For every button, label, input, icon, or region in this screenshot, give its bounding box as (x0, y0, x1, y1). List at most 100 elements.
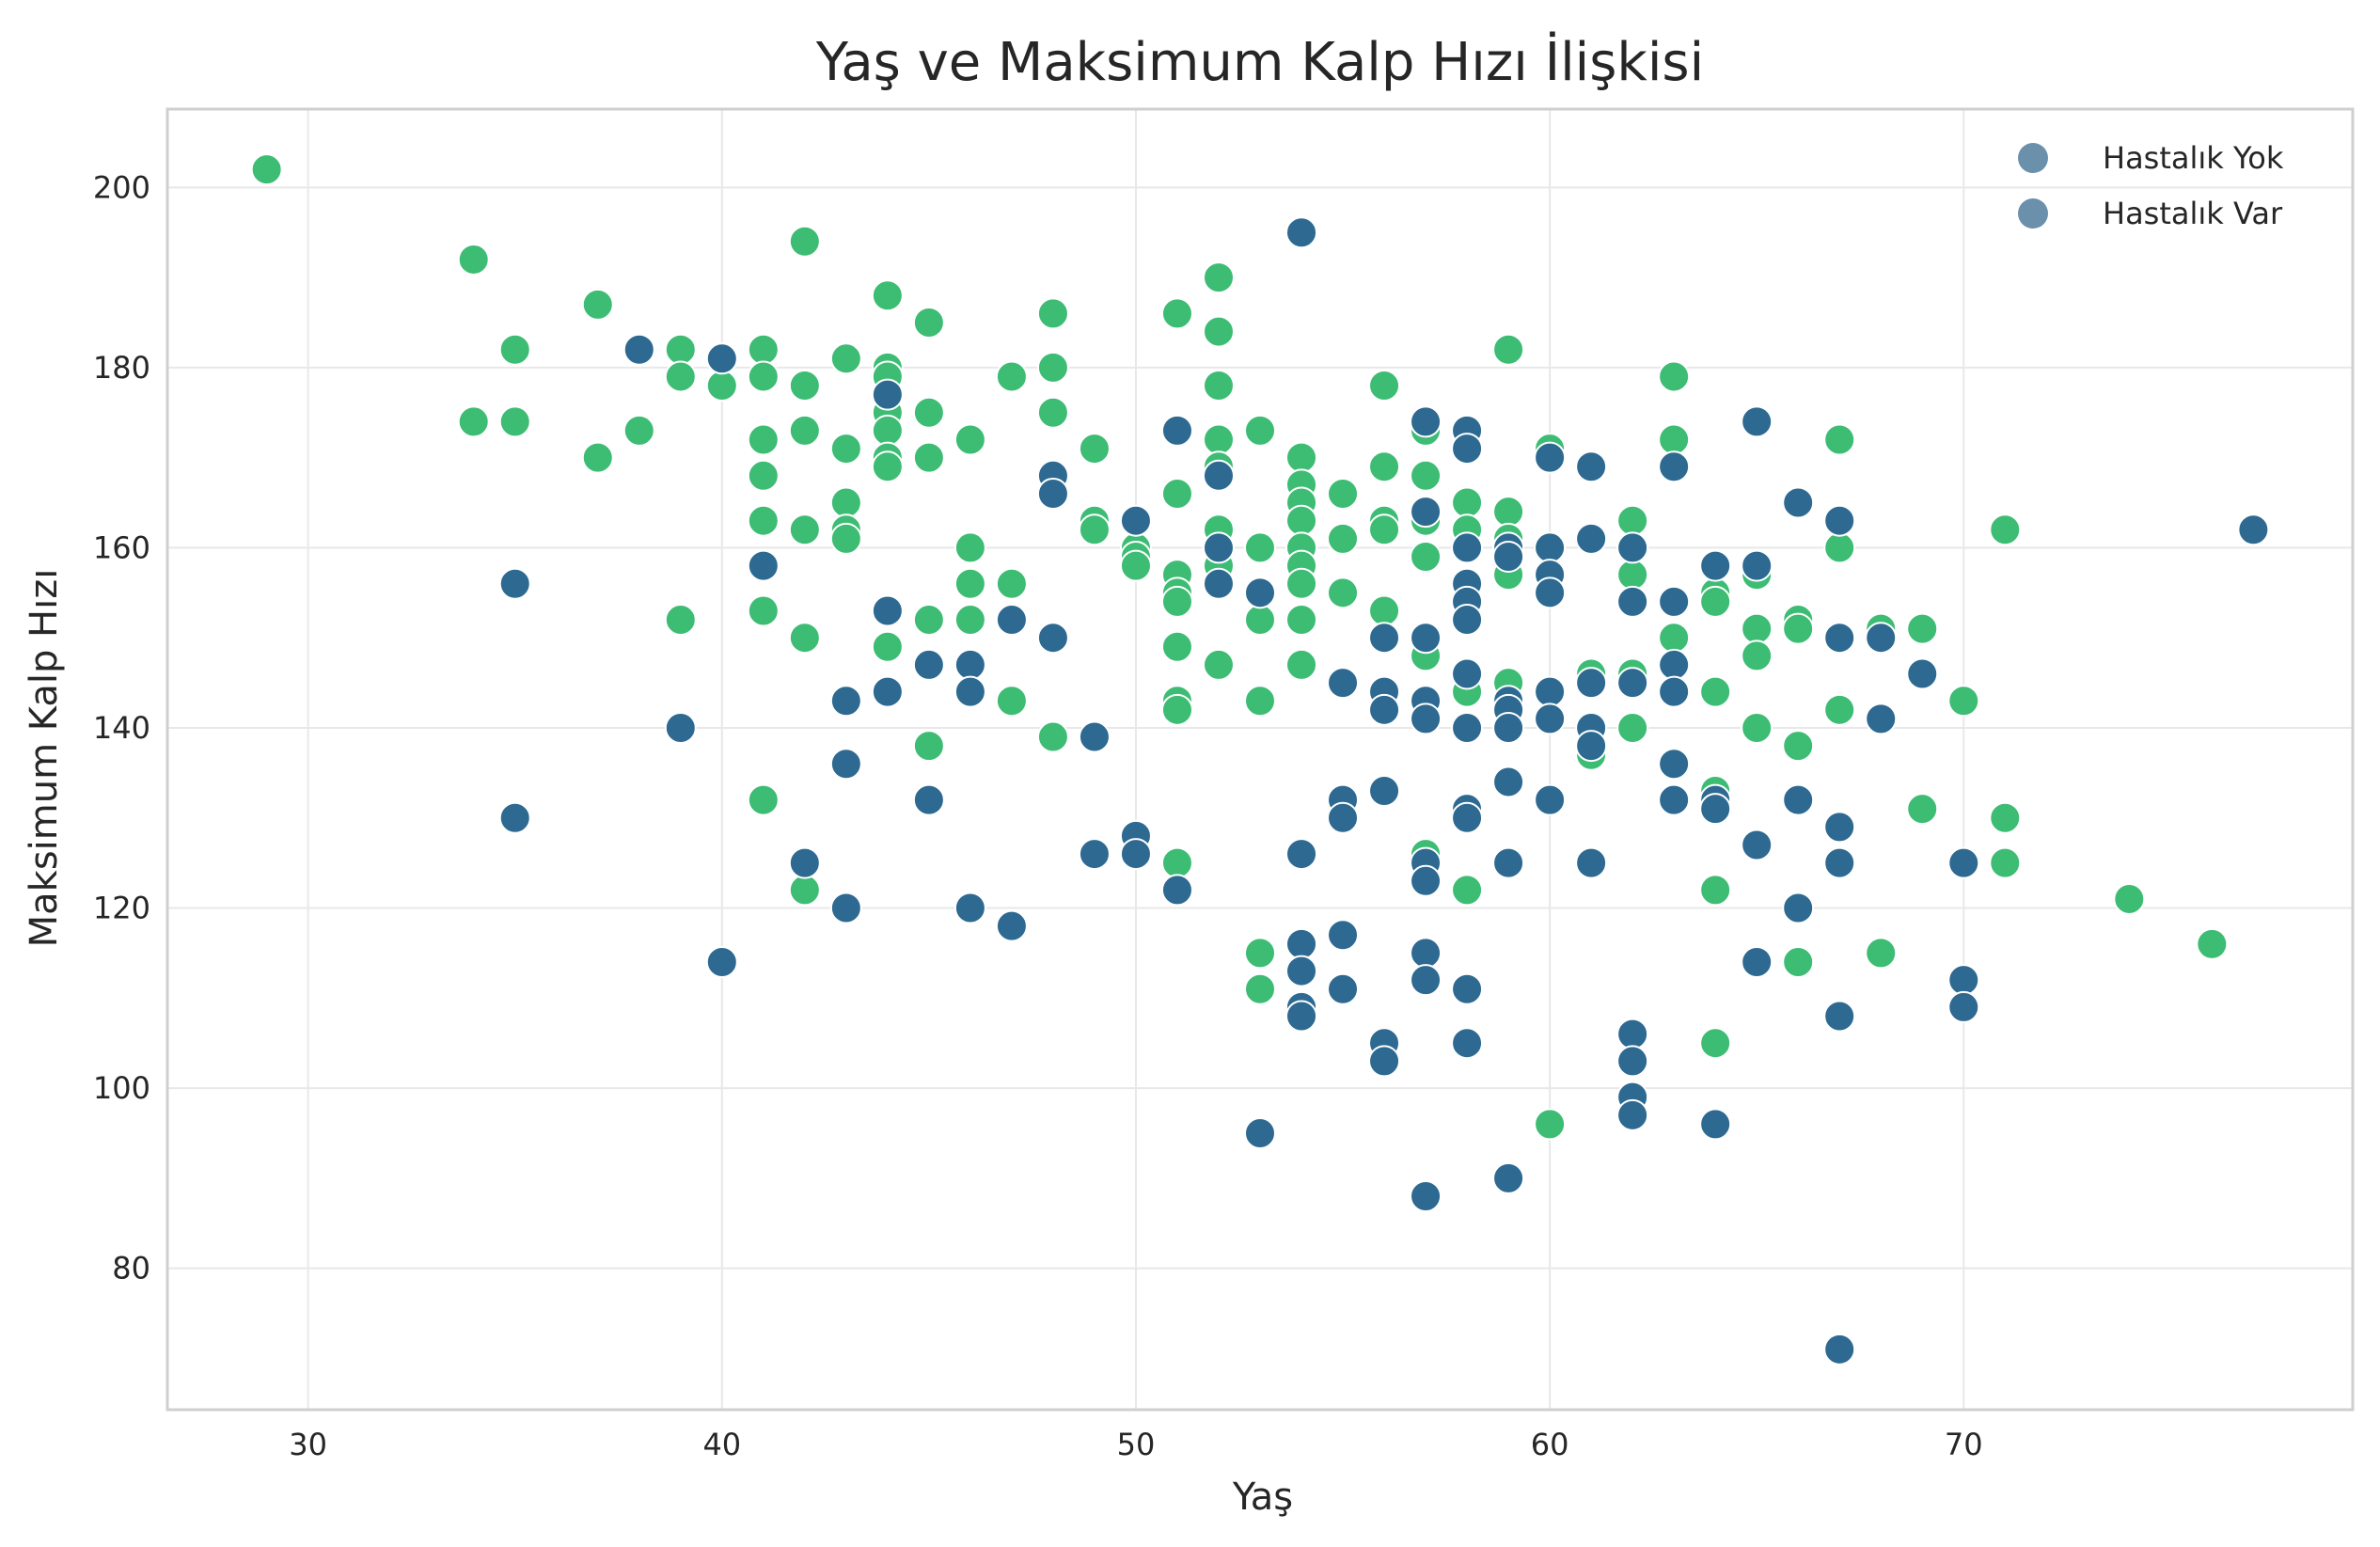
data-point (1410, 702, 1442, 735)
data-point (1534, 1108, 1567, 1141)
data-point (954, 531, 986, 564)
data-point (747, 423, 780, 456)
data-point (1865, 622, 1898, 655)
data-point (912, 441, 945, 474)
data-point (1202, 315, 1235, 348)
data-point (1575, 450, 1608, 483)
legend: Hastalık Yok Hastalık Var (2018, 140, 2284, 231)
data-point (1202, 567, 1235, 600)
data-point (1160, 693, 1193, 726)
data-point (1534, 675, 1567, 708)
plot-frame (165, 107, 2355, 1412)
data-point (1823, 846, 1856, 879)
data-point (1616, 504, 1649, 537)
legend-label: Hastalık Yok (2103, 140, 2284, 176)
data-point (1947, 990, 1980, 1023)
data-point (1202, 648, 1235, 681)
data-point (1160, 874, 1193, 907)
data-point (1368, 594, 1401, 627)
y-tick-label: 100 (93, 1070, 150, 1106)
legend-marker (2018, 198, 2048, 229)
data-point (1616, 531, 1649, 564)
data-point (747, 360, 780, 393)
data-point (1285, 216, 1318, 249)
data-point (995, 909, 1028, 942)
data-point (1036, 477, 1069, 510)
data-point (1782, 486, 1815, 519)
data-point (623, 333, 655, 366)
data-point (1244, 685, 1276, 718)
data-point (1823, 423, 1856, 456)
data-point (1658, 648, 1691, 681)
data-point (1327, 667, 1360, 700)
data-point (1865, 937, 1898, 970)
data-point (1327, 477, 1360, 510)
data-point (1078, 838, 1111, 871)
data-point (1865, 702, 1898, 735)
data-point (1575, 846, 1608, 879)
data-point (1741, 945, 1773, 978)
data-point (995, 360, 1028, 393)
data-point (250, 153, 283, 186)
data-point (1699, 1108, 1732, 1141)
data-point (912, 396, 945, 429)
data-point (1036, 720, 1069, 753)
data-point (1410, 541, 1442, 574)
data-point (1534, 576, 1567, 609)
data-point (1410, 964, 1442, 997)
data-point (1368, 450, 1401, 483)
data-point (1782, 730, 1815, 763)
data-point (1285, 441, 1318, 474)
data-point (747, 333, 780, 366)
legend-marker (2018, 143, 2048, 173)
x-tick-label: 60 (1531, 1427, 1569, 1462)
data-point (1699, 1027, 1732, 1060)
data-point (788, 846, 821, 879)
data-point (954, 423, 986, 456)
data-point (1658, 675, 1691, 708)
data-point (1451, 711, 1484, 744)
y-tick-label: 80 (112, 1251, 150, 1287)
data-point (1947, 846, 1980, 879)
data-point (788, 370, 821, 403)
data-point (1492, 333, 1525, 366)
data-point (1616, 1098, 1649, 1131)
data-point (1410, 937, 1442, 970)
data-point (954, 567, 986, 600)
data-point (1368, 513, 1401, 546)
data-point (1036, 297, 1069, 330)
y-tick-label: 180 (93, 350, 150, 386)
y-tick-label: 120 (93, 891, 150, 926)
data-point (1699, 585, 1732, 618)
data-point (1492, 541, 1525, 574)
legend-label: Hastalık Var (2103, 196, 2283, 231)
data-point (1202, 261, 1235, 294)
data-point (1368, 693, 1401, 726)
data-point (1782, 783, 1815, 816)
data-point (1078, 513, 1111, 546)
data-point (1285, 1000, 1318, 1033)
data-point (1906, 612, 1939, 645)
data-point (1285, 604, 1318, 637)
data-point (1823, 1000, 1856, 1033)
data-point (1616, 667, 1649, 700)
data-point (1492, 846, 1525, 879)
data-point (1327, 919, 1360, 952)
data-point (1451, 1027, 1484, 1060)
data-point (1410, 1180, 1442, 1213)
data-point (829, 433, 862, 466)
data-point (1036, 351, 1069, 384)
data-point (1823, 622, 1856, 655)
data-point (1575, 522, 1608, 555)
data-point (1906, 793, 1939, 826)
data-point (498, 333, 531, 366)
data-point (1160, 297, 1193, 330)
x-axis-label: Yaş (1232, 1476, 1293, 1519)
data-point (871, 450, 904, 483)
data-point (1327, 801, 1360, 834)
data-point (1823, 693, 1856, 726)
data-point (747, 504, 780, 537)
data-point (1202, 459, 1235, 492)
data-point (871, 378, 904, 411)
